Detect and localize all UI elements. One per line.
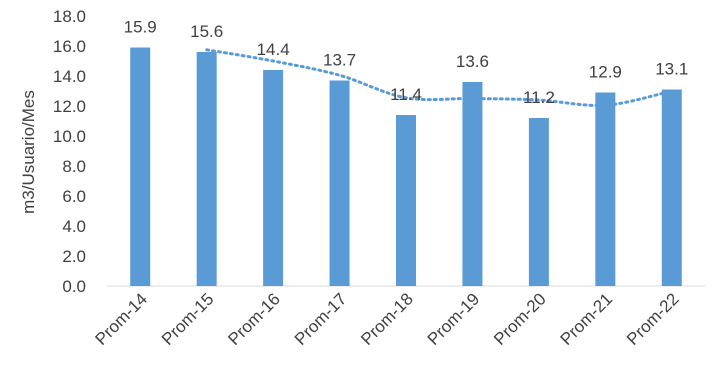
data-label: 15.9 [124, 18, 157, 37]
data-label: 11.2 [523, 88, 555, 107]
x-axis-ticks: Prom-14 Prom-15 Prom-16 Prom-17 Prom-18 Prom-… [92, 289, 683, 349]
x-tick-label: Prom-16 [224, 289, 284, 349]
y-axis-ticks: 0.0 2.0 4.0 6.0 8.0 10.0 12.0 14.0 16.0 18.0 [53, 7, 86, 296]
data-label: 15.6 [190, 22, 223, 41]
x-tick-label: Prom-17 [291, 289, 351, 349]
data-label: 13.1 [655, 60, 688, 79]
y-tick-label: 10.0 [53, 127, 86, 146]
bar [130, 48, 150, 287]
bar [396, 115, 416, 286]
bar [529, 118, 549, 286]
x-tick-label: Prom-14 [92, 289, 152, 349]
y-tick-label: 14.0 [53, 67, 86, 86]
bar [197, 52, 217, 286]
y-tick-label: 2.0 [62, 247, 86, 266]
x-tick-label: Prom-22 [623, 289, 683, 349]
x-tick-label: Prom-20 [490, 289, 550, 349]
data-label: 11.4 [390, 85, 422, 104]
y-tick-label: 8.0 [62, 157, 86, 176]
y-tick-label: 12.0 [53, 97, 86, 116]
x-tick-label: Prom-21 [557, 289, 617, 349]
bar [330, 81, 350, 287]
data-label: 13.6 [456, 52, 489, 71]
y-tick-label: 0.0 [62, 277, 86, 296]
data-label: 12.9 [589, 63, 622, 82]
bar [662, 90, 682, 287]
y-tick-label: 6.0 [62, 187, 86, 206]
y-tick-label: 4.0 [62, 217, 86, 236]
data-label: 13.7 [323, 51, 356, 70]
y-axis-title: m3/Usuario/Mes [19, 90, 38, 214]
x-tick-label: Prom-18 [357, 289, 417, 349]
x-tick-label: Prom-15 [158, 289, 218, 349]
bars [130, 48, 682, 287]
bar [462, 82, 482, 286]
y-tick-label: 16.0 [53, 37, 86, 56]
data-label: 14.4 [257, 40, 290, 59]
x-tick-label: Prom-19 [424, 289, 484, 349]
bar [263, 70, 283, 286]
bar [595, 93, 615, 287]
y-tick-label: 18.0 [53, 7, 86, 26]
